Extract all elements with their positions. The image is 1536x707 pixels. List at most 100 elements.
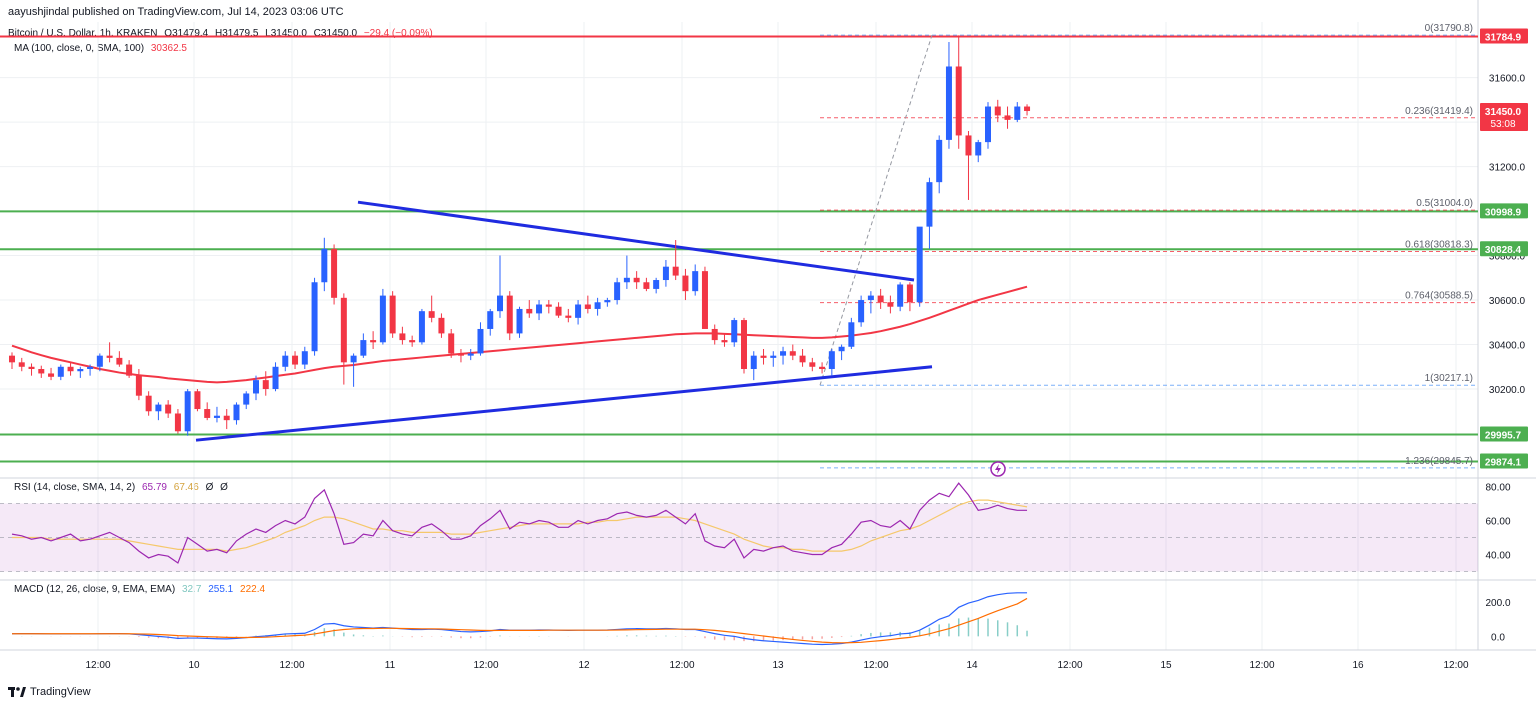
candle-body xyxy=(77,369,83,371)
candle-body xyxy=(136,376,142,396)
candle xyxy=(19,358,25,371)
footer-brand[interactable]: TradingView xyxy=(8,686,91,698)
candle xyxy=(965,131,971,200)
candle-body xyxy=(614,282,620,300)
candle-body xyxy=(956,66,962,135)
candle-body xyxy=(517,309,523,333)
lower-trend-line xyxy=(196,367,932,440)
candle-body xyxy=(68,367,74,371)
candle xyxy=(487,309,493,336)
candle xyxy=(956,35,962,148)
candle-body xyxy=(565,316,571,318)
candle-body xyxy=(526,309,532,313)
candle xyxy=(985,102,991,149)
macd-line xyxy=(12,593,1027,645)
candle xyxy=(809,358,815,371)
candle xyxy=(653,278,659,294)
candle xyxy=(751,351,757,380)
candle-body xyxy=(146,396,152,412)
candle-body xyxy=(721,340,727,342)
candle xyxy=(731,318,737,347)
candle-body xyxy=(419,311,425,342)
fib-level-label: 1(30217.1) xyxy=(1425,373,1473,384)
candle-body xyxy=(712,329,718,340)
candle xyxy=(77,367,83,378)
candle-body xyxy=(429,311,435,318)
candle xyxy=(438,313,444,337)
time-tick-label: 10 xyxy=(188,660,200,671)
price-tick-label: 31200.0 xyxy=(1489,163,1526,174)
candle-body xyxy=(116,358,122,365)
candle xyxy=(38,366,44,378)
candle xyxy=(458,349,464,362)
candle-body xyxy=(965,135,971,155)
candle-body xyxy=(848,322,854,346)
candle xyxy=(399,327,405,345)
candle-body xyxy=(321,249,327,282)
candle-body xyxy=(243,393,249,404)
candle-body xyxy=(263,380,269,389)
time-tick-label: 13 xyxy=(772,660,784,671)
candle-body xyxy=(917,227,923,303)
candle xyxy=(839,345,845,361)
candle xyxy=(292,351,298,369)
candle xyxy=(68,362,74,375)
candle-body xyxy=(770,356,776,358)
candle-body xyxy=(682,276,688,292)
candle-body xyxy=(819,367,825,369)
candle-body xyxy=(653,280,659,289)
rsi-tick-label: 60.00 xyxy=(1485,517,1510,528)
candle-body xyxy=(38,369,44,373)
rsi-tick-label: 40.00 xyxy=(1485,551,1510,562)
time-tick-label: 12:00 xyxy=(279,660,304,671)
candle-body xyxy=(497,296,503,312)
candle-body xyxy=(790,351,796,355)
candle-body xyxy=(585,304,591,308)
candle-body xyxy=(351,356,357,363)
candle xyxy=(624,256,630,289)
candle-body xyxy=(624,278,630,282)
candle-body xyxy=(741,320,747,369)
candle xyxy=(155,402,161,420)
candle-body xyxy=(858,300,864,322)
candle-body xyxy=(165,405,171,414)
candle-body xyxy=(673,267,679,276)
candle-body xyxy=(643,282,649,289)
fib-level-label: 0.618(30818.3) xyxy=(1405,239,1473,250)
candle xyxy=(848,318,854,349)
candle-body xyxy=(370,340,376,342)
fib-level-label: 0.764(30588.5) xyxy=(1405,291,1473,302)
candle xyxy=(448,329,454,358)
candle xyxy=(546,300,552,313)
candle-body xyxy=(292,356,298,365)
candle-body xyxy=(331,249,337,298)
candle xyxy=(224,409,230,429)
price-tick-label: 31600.0 xyxy=(1489,74,1526,85)
candle xyxy=(29,363,35,375)
time-tick-label: 12:00 xyxy=(863,660,888,671)
candle-body xyxy=(282,356,288,367)
candle-body xyxy=(536,304,542,313)
time-tick-label: 12:00 xyxy=(1443,660,1468,671)
chart-canvas[interactable]: 0(31790.8)0.236(31419.4)0.5(31004.0)0.61… xyxy=(0,0,1536,707)
candle-body xyxy=(409,340,415,342)
upper-trend-line xyxy=(358,202,914,280)
candle xyxy=(926,178,932,249)
candle xyxy=(643,278,649,291)
level-price-badge-label: 29874.1 xyxy=(1485,458,1522,469)
candle-body xyxy=(477,329,483,353)
candle-body xyxy=(468,353,474,355)
candle xyxy=(897,282,903,311)
candle-body xyxy=(1024,107,1030,111)
macd-tick-label: 200.0 xyxy=(1485,598,1510,609)
candle-body xyxy=(897,284,903,306)
candle-body xyxy=(155,405,161,412)
candle xyxy=(936,135,942,193)
candle-body xyxy=(780,351,786,355)
candle-body xyxy=(29,367,35,369)
candle-body xyxy=(1005,115,1011,119)
candle xyxy=(634,271,640,289)
candle xyxy=(682,269,688,300)
candle-body xyxy=(302,351,308,364)
candle-body xyxy=(634,278,640,282)
